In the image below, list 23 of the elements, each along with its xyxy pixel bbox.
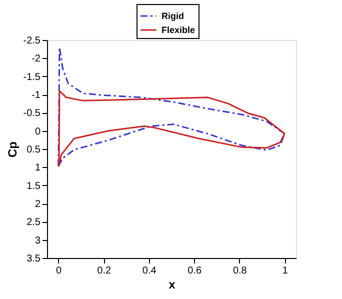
- y-tick-label: 2: [34, 199, 41, 210]
- y-tick-label: 0.5: [26, 144, 41, 156]
- y-tick-label: 3: [34, 235, 41, 246]
- x-tick-label: 0: [56, 266, 62, 276]
- y-tick-label: 0: [34, 126, 41, 138]
- x-tick-label: 0.6: [188, 266, 202, 276]
- y-tick-label: -0.5: [23, 108, 41, 120]
- y-tick-label: -2: [32, 54, 41, 65]
- y-axis-title: Cp: [5, 142, 20, 158]
- x-tick-label: 0.8: [232, 266, 248, 276]
- legend-label: Rigid: [162, 11, 184, 21]
- y-tick-label: -1: [32, 90, 41, 101]
- x-tick-label: 0.4: [142, 266, 157, 276]
- x-tick-label: 0.2: [97, 266, 112, 276]
- x-axis-title: x: [168, 278, 176, 292]
- y-tick-label: 1: [34, 162, 41, 174]
- y-tick-label: 3.5: [26, 254, 41, 264]
- y-tick-label: -1.5: [23, 72, 41, 83]
- x-tick-label: 1: [282, 266, 288, 276]
- y-tick-label: -2.5: [23, 36, 41, 46]
- y-tick-label: 2.5: [26, 217, 41, 228]
- y-tick-label: 1.5: [26, 180, 41, 192]
- legend-label: Flexible: [162, 25, 196, 35]
